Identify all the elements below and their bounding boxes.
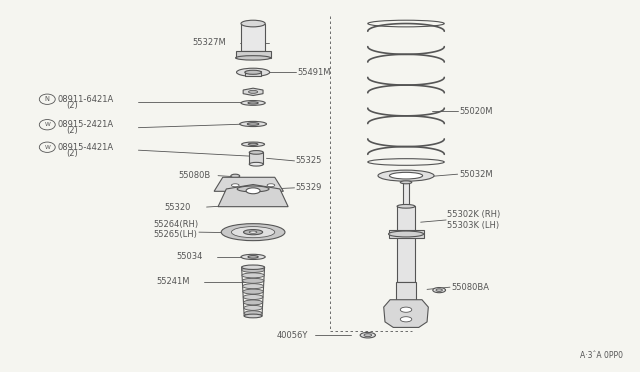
Bar <box>245 71 261 76</box>
Ellipse shape <box>243 278 264 283</box>
Ellipse shape <box>237 68 269 76</box>
Ellipse shape <box>248 90 258 93</box>
Ellipse shape <box>400 317 412 322</box>
Text: 55080BA: 55080BA <box>451 283 489 292</box>
Ellipse shape <box>244 305 262 310</box>
Text: 55329: 55329 <box>296 183 322 192</box>
Text: 55080B: 55080B <box>179 171 211 180</box>
Polygon shape <box>218 185 288 207</box>
Text: 55302K (RH)
55303K (LH): 55302K (RH) 55303K (LH) <box>447 210 500 230</box>
Ellipse shape <box>243 284 264 289</box>
Ellipse shape <box>244 314 262 318</box>
Bar <box>388 230 424 238</box>
Ellipse shape <box>364 334 372 337</box>
Text: 08915-2421A: 08915-2421A <box>58 120 113 129</box>
Text: 55320: 55320 <box>164 202 190 212</box>
Ellipse shape <box>240 121 266 126</box>
Ellipse shape <box>433 288 445 293</box>
Ellipse shape <box>241 254 265 260</box>
Ellipse shape <box>249 151 263 154</box>
Bar <box>241 23 265 51</box>
Ellipse shape <box>231 174 240 178</box>
Ellipse shape <box>232 184 239 187</box>
Text: 55020M: 55020M <box>459 107 492 116</box>
Ellipse shape <box>245 70 261 74</box>
Ellipse shape <box>360 333 376 338</box>
Ellipse shape <box>242 267 264 272</box>
Ellipse shape <box>221 224 285 241</box>
Bar <box>236 51 271 58</box>
Ellipse shape <box>400 307 412 312</box>
Text: 55325: 55325 <box>296 156 322 166</box>
Text: 55264(RH)
55265(LH): 55264(RH) 55265(LH) <box>153 220 198 239</box>
Text: (2): (2) <box>67 149 78 158</box>
Ellipse shape <box>378 170 434 181</box>
Polygon shape <box>214 177 284 191</box>
Ellipse shape <box>400 181 412 184</box>
Ellipse shape <box>388 231 424 237</box>
Ellipse shape <box>246 188 260 194</box>
Text: 08911-6421A: 08911-6421A <box>58 95 114 104</box>
Ellipse shape <box>236 56 271 60</box>
Text: W: W <box>44 145 50 150</box>
Bar <box>249 153 263 164</box>
Ellipse shape <box>232 227 275 238</box>
Text: 40056Y: 40056Y <box>276 331 308 340</box>
Text: 55032M: 55032M <box>459 170 493 179</box>
Polygon shape <box>384 300 428 327</box>
Bar <box>397 206 415 282</box>
Ellipse shape <box>249 231 257 233</box>
Ellipse shape <box>397 205 415 208</box>
Ellipse shape <box>248 256 258 258</box>
Ellipse shape <box>390 172 422 179</box>
Text: W: W <box>44 122 50 127</box>
Text: N: N <box>45 96 50 102</box>
Ellipse shape <box>248 102 258 104</box>
Ellipse shape <box>436 289 442 291</box>
Ellipse shape <box>241 20 265 27</box>
Ellipse shape <box>243 295 263 299</box>
Ellipse shape <box>244 300 262 305</box>
Ellipse shape <box>241 100 265 105</box>
Bar <box>403 182 409 208</box>
Ellipse shape <box>242 265 264 269</box>
Ellipse shape <box>247 123 259 125</box>
Polygon shape <box>243 88 263 96</box>
Text: 55241M: 55241M <box>157 278 190 286</box>
Text: 08915-4421A: 08915-4421A <box>58 143 113 152</box>
Ellipse shape <box>242 273 264 278</box>
Ellipse shape <box>267 184 275 187</box>
Ellipse shape <box>242 142 264 147</box>
Bar <box>396 282 415 304</box>
Text: 55034: 55034 <box>177 252 203 262</box>
Text: A·3ˆA 0PP0: A·3ˆA 0PP0 <box>580 351 623 360</box>
Text: (2): (2) <box>67 101 78 110</box>
Ellipse shape <box>243 289 263 294</box>
Ellipse shape <box>237 186 269 192</box>
Text: 55327M: 55327M <box>193 38 227 47</box>
Ellipse shape <box>244 230 262 235</box>
Ellipse shape <box>249 162 263 166</box>
Text: 55491M: 55491M <box>297 68 331 77</box>
Ellipse shape <box>244 311 262 316</box>
Ellipse shape <box>248 143 258 145</box>
Text: (2): (2) <box>67 126 78 135</box>
